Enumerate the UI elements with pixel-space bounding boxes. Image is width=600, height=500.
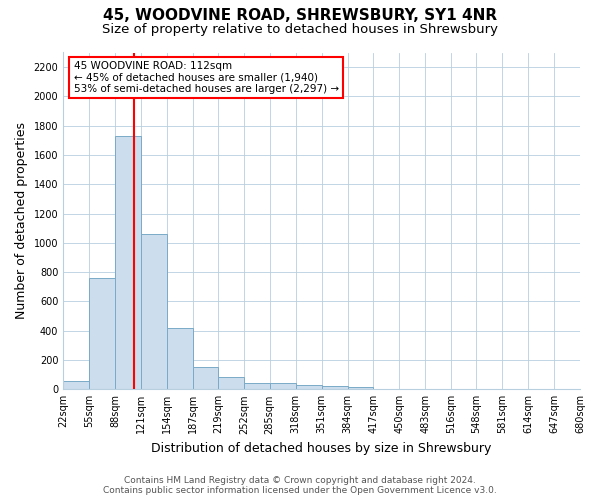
Bar [141,234,167,390]
Bar [347,387,373,390]
Bar [322,386,347,390]
Text: 45 WOODVINE ROAD: 112sqm
← 45% of detached houses are smaller (1,940)
53% of sem: 45 WOODVINE ROAD: 112sqm ← 45% of detach… [74,61,338,94]
Y-axis label: Number of detached properties: Number of detached properties [15,122,28,320]
Bar [193,366,218,390]
Bar [167,328,193,390]
Text: Size of property relative to detached houses in Shrewsbury: Size of property relative to detached ho… [102,22,498,36]
Bar [296,385,322,390]
Bar [244,382,270,390]
Bar [270,382,296,390]
X-axis label: Distribution of detached houses by size in Shrewsbury: Distribution of detached houses by size … [151,442,492,455]
Text: Contains HM Land Registry data © Crown copyright and database right 2024.
Contai: Contains HM Land Registry data © Crown c… [103,476,497,495]
Bar [89,278,115,390]
Bar [63,380,89,390]
Text: 45, WOODVINE ROAD, SHREWSBURY, SY1 4NR: 45, WOODVINE ROAD, SHREWSBURY, SY1 4NR [103,8,497,22]
Bar [115,136,141,390]
Bar [218,377,244,390]
